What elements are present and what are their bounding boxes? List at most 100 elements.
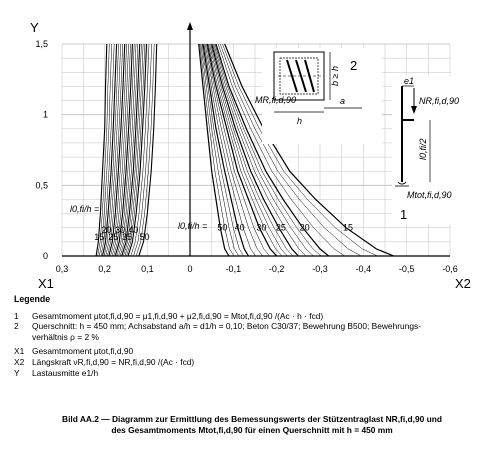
right-curve-label: 40: [235, 223, 245, 233]
x1-tick-label: 0,1: [141, 264, 154, 274]
y-tick-label: 1,5: [35, 39, 48, 49]
x2-tick-label: -0,4: [356, 264, 372, 274]
left-curve-minor: [130, 43, 150, 257]
column-number: 1: [400, 207, 407, 222]
left-curve-label: 25: [108, 232, 118, 242]
left-curve-label: 35: [122, 232, 132, 242]
legend-row: Y Lastausmitte e1/h: [14, 368, 490, 379]
left-curve-minor: [97, 43, 110, 257]
right-curve-minor: [200, 43, 240, 257]
column-moment-arc: [397, 181, 407, 185]
right-family-label: l0,fi/h =: [178, 221, 207, 231]
section-hatch: [286, 59, 298, 93]
right-curve-minor: [209, 43, 288, 257]
y-axis-name: Y: [30, 20, 39, 35]
x2-tick-label: -0,2: [269, 264, 285, 274]
legend-key: 1: [14, 310, 19, 321]
y-tick-label: 0: [43, 251, 48, 261]
right-curve-25: [211, 43, 299, 257]
x2-tick-label: -0,3: [312, 264, 328, 274]
legend: Legende 1 Gesamtmoment μtot,fi,d,90 = μ1,…: [14, 294, 490, 378]
section-number: 2: [350, 58, 357, 73]
right-curve-label: 25: [276, 223, 286, 233]
left-curve-minor: [113, 43, 131, 257]
right-curve-30: [206, 43, 278, 257]
legend-row: X2 Längskraft νR,fi,d,90 = NR,fi,d,90 /(A…: [14, 357, 490, 368]
column-e-label: e1: [404, 76, 414, 86]
left-curve-25: [108, 43, 126, 257]
right-curve-40: [202, 43, 250, 257]
legend-text: Längskraft νR,fi,d,90 = NR,fi,d,90 /(Ac …: [32, 357, 490, 368]
right-curve-20: [215, 43, 330, 257]
left-curve-minor: [123, 43, 142, 257]
right-curve-50: [198, 43, 230, 257]
right-curve-minor: [222, 43, 378, 257]
caption-line-2: des Gesamtmoments Mtot,fi,d,90 für einen…: [111, 425, 393, 435]
right-curve-minor: [201, 43, 244, 257]
caption-line-1: Bild AA.2 — Diagramm zur Ermittlung des …: [62, 414, 442, 424]
axes: [62, 22, 450, 257]
column-load-arrowhead: [411, 106, 417, 114]
left-curve-40: [127, 43, 148, 257]
curve-families: [95, 43, 394, 257]
left-curve-minor: [110, 43, 127, 257]
x1-tick-label: 0: [187, 264, 192, 274]
left-curve-15: [95, 43, 108, 257]
x1-tick-label: 0,2: [98, 264, 111, 274]
right-curve-minor: [203, 43, 256, 257]
legend-key: X1: [14, 346, 25, 357]
right-curve-label: 30: [256, 223, 266, 233]
legend-line: verhältnis ρ = 2 %: [32, 331, 99, 342]
x2-tick-label: -0,1: [226, 264, 242, 274]
x1-tick-label: 0,3: [56, 264, 69, 274]
figure-caption: Bild AA.2 — Diagramm zur Ermittlung des …: [14, 414, 490, 436]
legend-row: X1 Gesamtmoment μtot,fi,d,90: [14, 346, 490, 357]
left-family-label: l0,fi/h =: [70, 204, 99, 214]
section-dim-label: b ≥ h: [330, 66, 340, 86]
column-m-label: Mtot,fi,d,90: [407, 190, 452, 200]
legend-key: Y: [14, 367, 20, 378]
right-curve-minor: [210, 43, 294, 257]
right-curve-minor: [204, 43, 263, 257]
legend-text: Lastausmitte e1/h: [32, 368, 490, 379]
right-curve-15: [224, 43, 394, 257]
left-curve-minor: [133, 43, 152, 257]
section-moment-label: MR,fi,d,90: [255, 95, 296, 105]
left-curve-minor: [135, 43, 155, 257]
y-tick-label: 0,5: [35, 180, 48, 190]
legend-line: Längskraft νR,fi,d,90 = NR,fi,d,90 /(Ac …: [32, 356, 195, 367]
left-curve-50: [138, 43, 158, 257]
left-curve-minor: [116, 43, 135, 257]
column-l-label: l0,fi/2: [418, 138, 428, 160]
right-curve-minor: [206, 43, 270, 257]
left-curve-label: 40: [128, 225, 138, 235]
left-curve-minor: [107, 43, 123, 257]
x1-axis-name: X1: [38, 276, 54, 291]
left-curve-minor: [118, 43, 137, 257]
left-curve-label: 50: [139, 232, 149, 242]
left-curve-label: 20: [102, 225, 112, 235]
right-curve-minor: [217, 43, 346, 257]
left-curve-minor: [99, 43, 112, 257]
right-curve-minor: [212, 43, 307, 257]
legend-text: Gesamtmoment μtot,fi,d,90: [32, 346, 490, 357]
left-curve-minor: [105, 43, 121, 257]
legend-text: Gesamtmoment μtot,fi,d,90 = μ1,fi,d,90 +…: [32, 311, 490, 322]
section-h-label: h: [297, 116, 302, 126]
legend-items: 1 Gesamtmoment μtot,fi,d,90 = μ1,fi,d,90 …: [14, 311, 490, 379]
left-curve-minor: [103, 43, 119, 257]
legend-key: 2: [14, 321, 19, 332]
column-n-label: NR,fi,d,90: [419, 96, 459, 106]
legend-line: Querschnitt: h = 450 mm; Achsabstand a/h…: [32, 321, 421, 332]
legend-row: 2 Querschnitt: h = 450 mm; Achsabstand a/…: [14, 321, 490, 342]
left-curve-minor: [126, 43, 146, 257]
column-inset: e1 NR,fi,d,90 l0,fi/2 Mtot,fi,d,90 1: [392, 76, 459, 224]
right-curve-label: 50: [217, 223, 227, 233]
legend-heading: Legende: [14, 294, 51, 304]
y-tick-label: 1: [43, 110, 48, 120]
left-curve-30: [114, 43, 133, 257]
right-curve-minor: [199, 43, 235, 257]
left-curve-minor: [100, 43, 115, 257]
